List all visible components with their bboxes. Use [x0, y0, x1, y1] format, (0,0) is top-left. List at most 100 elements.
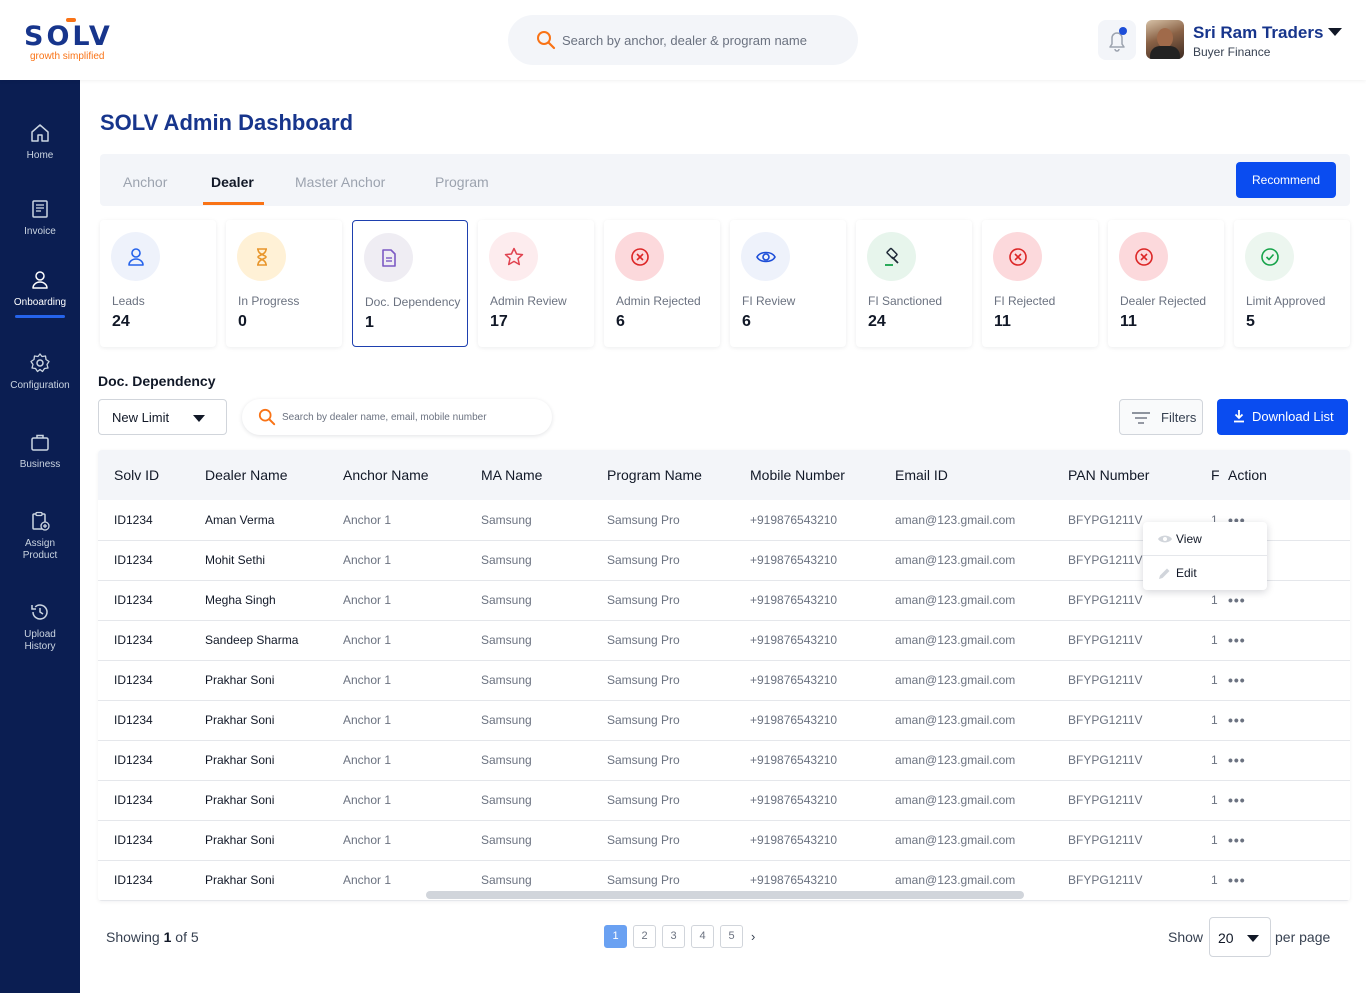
page-button[interactable]: 2 [633, 925, 656, 948]
sidebar-item-upload-history[interactable]: Upload History [0, 601, 80, 653]
stat-card-in-progress[interactable]: In Progress 0 [226, 220, 342, 347]
per-page-select[interactable]: 20 [1209, 917, 1271, 957]
page-button[interactable]: 5 [720, 925, 743, 948]
stat-value: 11 [1120, 313, 1137, 330]
table-row[interactable]: ID1234 Prakhar Soni Anchor 1 Samsung Samsung… [98, 660, 1350, 700]
stat-card-admin-review[interactable]: Admin Review 17 [478, 220, 594, 347]
hourglass-icon [237, 232, 286, 281]
table-cell: Samsung Pro [607, 873, 680, 887]
sidebar-item-business[interactable]: Business [0, 431, 80, 471]
download-list-button[interactable]: Download List [1217, 399, 1348, 435]
table-cell: Anchor 1 [343, 633, 392, 647]
table-cell: Prakhar Soni [205, 673, 275, 687]
table-row[interactable]: ID1234 Prakhar Soni Anchor 1 Samsung Samsung… [98, 820, 1350, 860]
global-search[interactable] [508, 15, 858, 65]
notifications-button[interactable] [1098, 20, 1136, 60]
stat-card-limit-approved[interactable]: Limit Approved 5 [1234, 220, 1350, 347]
table-cell: ID1234 [114, 833, 153, 847]
table-cell: aman@123.gmail.com [895, 753, 1016, 767]
table-row[interactable]: ID1234 Prakhar Soni Anchor 1 Samsung Samsung… [98, 740, 1350, 780]
recommend-button[interactable]: Recommend [1236, 162, 1336, 198]
sidebar-item-label: Onboarding [13, 297, 67, 308]
stat-card-fi-review[interactable]: FI Review 6 [730, 220, 846, 347]
stat-card-fi-sanctioned[interactable]: FI Sanctioned 24 [856, 220, 972, 347]
filters-button[interactable]: Filters [1119, 399, 1203, 435]
table-cell: BFYPG1211V [1068, 753, 1143, 767]
column-header: Mobile Number [750, 467, 845, 483]
page-button[interactable]: 3 [662, 925, 685, 948]
table-cell: Sandeep Sharma [205, 633, 299, 647]
table-cell: ID1234 [114, 713, 153, 727]
table-cell: Anchor 1 [343, 753, 392, 767]
table-cell: BFYPG1211V [1068, 873, 1143, 887]
row-action-menu: View Edit [1143, 522, 1267, 590]
more-actions-icon[interactable]: ••• [1228, 872, 1246, 888]
table-row[interactable]: ID1234 Mohit Sethi Anchor 1 Samsung Samsung … [98, 540, 1350, 580]
stat-card-dealer-rejected[interactable]: Dealer Rejected 11 [1108, 220, 1224, 347]
menu-item-view[interactable]: View [1143, 522, 1267, 556]
tab-master-anchor[interactable]: Master Anchor [295, 174, 386, 190]
sidebar-item-invoice[interactable]: Invoice [0, 198, 80, 238]
table-row[interactable]: ID1234 Prakhar Soni Anchor 1 Samsung Samsung… [98, 780, 1350, 820]
sidebar-item-home[interactable]: Home [0, 122, 80, 162]
table-cell: ID1234 [114, 593, 153, 607]
page-title: SOLV Admin Dashboard [100, 110, 354, 135]
stat-label: FI Rejected [994, 294, 1056, 308]
page-button[interactable]: 4 [691, 925, 714, 948]
column-header: Email ID [895, 467, 948, 483]
tab-dealer[interactable]: Dealer [211, 174, 254, 190]
tab-anchor[interactable]: Anchor [123, 174, 168, 190]
table-row[interactable]: ID1234 Sandeep Sharma Anchor 1 Samsung Samsu… [98, 620, 1350, 660]
tab-program[interactable]: Program [435, 174, 489, 190]
global-search-input[interactable] [562, 29, 842, 51]
table-cell: Prakhar Soni [205, 833, 275, 847]
table-row[interactable]: ID1234 Prakhar Soni Anchor 1 Samsung Samsung… [98, 700, 1350, 740]
table-cell: aman@123.gmail.com [895, 593, 1016, 607]
user-name[interactable]: Sri Ram Traders [1193, 23, 1324, 42]
table-row[interactable]: ID1234 Megha Singh Anchor 1 Samsung Samsung … [98, 580, 1350, 620]
table-cell: BFYPG1211V [1068, 512, 1143, 527]
x-circle-icon [1119, 232, 1168, 281]
table-cell: Anchor 1 [343, 593, 392, 607]
horizontal-scrollbar[interactable] [426, 891, 1024, 899]
more-actions-icon[interactable]: ••• [1228, 752, 1246, 768]
table-cell: +919876543210 [750, 833, 838, 847]
pagination-summary: Showing 1 of 5 [106, 929, 199, 945]
stat-label: Dealer Rejected [1120, 294, 1207, 308]
table-cell: Anchor 1 [343, 873, 392, 887]
more-actions-icon[interactable]: ••• [1228, 592, 1246, 608]
more-actions-icon[interactable]: ••• [1228, 672, 1246, 688]
solv-logo[interactable]: SOLV growth simplified [24, 18, 113, 62]
avatar[interactable] [1146, 20, 1184, 59]
sidebar-item-onboarding[interactable]: Onboarding [0, 269, 80, 318]
limit-type-select[interactable]: New Limit [98, 399, 227, 435]
table-cell: aman@123.gmail.com [895, 713, 1016, 727]
table-cell: Mohit Sethi [205, 553, 266, 567]
menu-item-edit[interactable]: Edit [1143, 556, 1267, 590]
sidebar-item-assign-product[interactable]: Assign Product [0, 510, 80, 562]
page-button[interactable]: 1 [604, 925, 627, 948]
table-cell: aman@123.gmail.com [895, 793, 1016, 807]
star-icon [489, 232, 538, 281]
stat-card-fi-rejected[interactable]: FI Rejected 11 [982, 220, 1098, 347]
download-list-label: Download List [1252, 409, 1334, 424]
chevron-right-icon[interactable]: › [751, 929, 756, 944]
table-search-input[interactable] [282, 409, 542, 425]
more-actions-icon[interactable]: ••• [1228, 792, 1246, 808]
more-actions-icon[interactable]: ••• [1228, 832, 1246, 848]
table-cell: ID1234 [114, 753, 153, 767]
more-actions-icon[interactable]: ••• [1228, 632, 1246, 648]
sidebar-item-configuration[interactable]: Configuration [0, 352, 80, 392]
sidebar-item-label: Invoice [24, 226, 56, 237]
table-cell: Samsung [481, 593, 532, 607]
stat-card-admin-rejected[interactable]: Admin Rejected 6 [604, 220, 720, 347]
stat-value: 1 [365, 314, 374, 331]
stat-card-doc-dependency[interactable]: Doc. Dependency 1 [352, 220, 468, 347]
table-row[interactable]: ID1234 Aman Verma Anchor 1 Samsung Samsung P… [98, 500, 1350, 540]
table-search[interactable] [242, 399, 552, 435]
more-actions-icon[interactable]: ••• [1228, 712, 1246, 728]
table-cell: aman@123.gmail.com [895, 673, 1016, 687]
table-row[interactable]: ID1234 Prakhar Soni Anchor 1 Samsung Samsung… [98, 860, 1350, 900]
stat-card-leads[interactable]: Leads 24 [100, 220, 216, 347]
chevron-down-icon[interactable] [1328, 28, 1342, 36]
